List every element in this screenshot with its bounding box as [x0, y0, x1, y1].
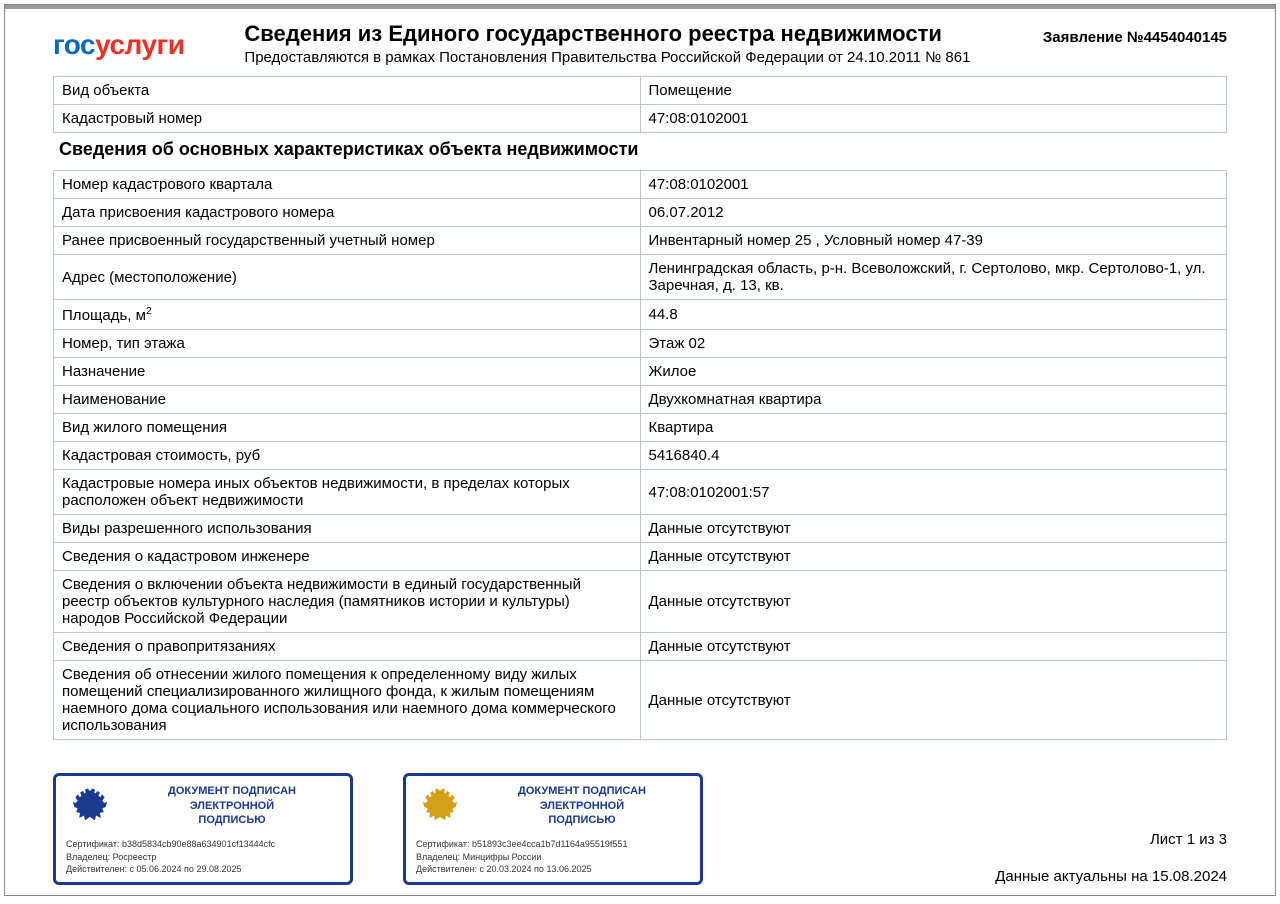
- row-label: Сведения об отнесении жилого помещения к…: [54, 661, 641, 740]
- table-row: Вид объектаПомещение: [54, 77, 1227, 105]
- row-label: Кадастровая стоимость, руб: [54, 442, 641, 470]
- emblem-icon: [66, 784, 114, 832]
- row-value: Двухкомнатная квартира: [640, 386, 1227, 414]
- table-row: Сведения о правопритязанияхДанные отсутс…: [54, 633, 1227, 661]
- table-row: Виды разрешенного использованияДанные от…: [54, 515, 1227, 543]
- row-value: 5416840.4: [640, 442, 1227, 470]
- row-value: 47:08:0102001: [640, 171, 1227, 199]
- row-label: Ранее присвоенный государственный учетны…: [54, 227, 641, 255]
- signature-details: Сертификат: b51893c3ee4cca1b7d1164a95519…: [416, 838, 690, 876]
- row-value: Жилое: [640, 358, 1227, 386]
- row-value: Помещение: [640, 77, 1227, 105]
- signature-title: ДОКУМЕНТ ПОДПИСАНЭЛЕКТРОННОЙПОДПИСЬЮ: [124, 784, 340, 827]
- signature-stamp: ДОКУМЕНТ ПОДПИСАНЭЛЕКТРОННОЙПОДПИСЬЮ Серт…: [403, 773, 703, 885]
- row-value: Квартира: [640, 414, 1227, 442]
- page-number: Лист 1 из 3: [995, 831, 1227, 848]
- row-value: Данные отсутствуют: [640, 515, 1227, 543]
- row-value: Данные отсутствуют: [640, 661, 1227, 740]
- table-row: Адрес (местоположение)Ленинградская обла…: [54, 255, 1227, 300]
- row-label: Назначение: [54, 358, 641, 386]
- row-value: 06.07.2012: [640, 199, 1227, 227]
- row-label: Наименование: [54, 386, 641, 414]
- table-row: Дата присвоения кадастрового номера06.07…: [54, 199, 1227, 227]
- row-label: Кадастровый номер: [54, 105, 641, 133]
- table-row: Номер, тип этажаЭтаж 02: [54, 330, 1227, 358]
- row-label: Вид жилого помещения: [54, 414, 641, 442]
- table-row: НаименованиеДвухкомнатная квартира: [54, 386, 1227, 414]
- table-row: Сведения о включении объекта недвижимост…: [54, 571, 1227, 633]
- table-row: Сведения о кадастровом инженереДанные от…: [54, 543, 1227, 571]
- table-row: Сведения об отнесении жилого помещения к…: [54, 661, 1227, 740]
- document-subtitle: Предоставляются в рамках Постановления П…: [244, 49, 1042, 66]
- table-row: Вид жилого помещенияКвартира: [54, 414, 1227, 442]
- row-value: Инвентарный номер 25 , Условный номер 47…: [640, 227, 1227, 255]
- row-value: Этаж 02: [640, 330, 1227, 358]
- row-label: Адрес (местоположение): [54, 255, 641, 300]
- footer-info: Лист 1 из 3 Данные актуальны на 15.08.20…: [995, 831, 1227, 885]
- row-value: Данные отсутствуют: [640, 543, 1227, 571]
- row-value: 47:08:0102001:57: [640, 470, 1227, 515]
- row-label: Кадастровые номера иных объектов недвижи…: [54, 470, 641, 515]
- table-row: Ранее присвоенный государственный учетны…: [54, 227, 1227, 255]
- row-value: 44.8: [640, 300, 1227, 330]
- row-label: Сведения о включении объекта недвижимост…: [54, 571, 641, 633]
- row-label: Сведения о кадастровом инженере: [54, 543, 641, 571]
- row-label: Номер, тип этажа: [54, 330, 641, 358]
- table-row: Кадастровая стоимость, руб5416840.4: [54, 442, 1227, 470]
- section-title: Сведения об основных характеристиках объ…: [59, 139, 1227, 160]
- row-value: 47:08:0102001: [640, 105, 1227, 133]
- table-row: НазначениеЖилое: [54, 358, 1227, 386]
- table-row: Кадастровый номер47:08:0102001: [54, 105, 1227, 133]
- emblem-icon: [416, 784, 464, 832]
- signature-details: Сертификат: b38d5834cb90e88a634901cf1344…: [66, 838, 340, 876]
- data-date: Данные актуальны на 15.08.2024: [995, 868, 1227, 885]
- row-label: Дата присвоения кадастрового номера: [54, 199, 641, 227]
- signature-title: ДОКУМЕНТ ПОДПИСАНЭЛЕКТРОННОЙПОДПИСЬЮ: [474, 784, 690, 827]
- table-row: Площадь, м244.8: [54, 300, 1227, 330]
- document-header: госуслуги Сведения из Единого государств…: [5, 9, 1275, 76]
- table-row: Кадастровые номера иных объектов недвижи…: [54, 470, 1227, 515]
- table-row: Номер кадастрового квартала47:08:0102001: [54, 171, 1227, 199]
- row-label: Площадь, м2: [54, 300, 641, 330]
- row-value: Ленинградская область, р-н. Всеволожский…: [640, 255, 1227, 300]
- document-title: Сведения из Единого государственного рее…: [244, 21, 1042, 47]
- object-summary-table: Вид объектаПомещениеКадастровый номер47:…: [53, 76, 1227, 133]
- row-label: Номер кадастрового квартала: [54, 171, 641, 199]
- row-label: Вид объекта: [54, 77, 641, 105]
- gosuslugi-logo: госуслуги: [53, 29, 184, 61]
- row-label: Сведения о правопритязаниях: [54, 633, 641, 661]
- application-number: Заявление №4454040145: [1043, 29, 1227, 46]
- row-label: Виды разрешенного использования: [54, 515, 641, 543]
- row-value: Данные отсутствуют: [640, 571, 1227, 633]
- characteristics-table: Номер кадастрового квартала47:08:0102001…: [53, 170, 1227, 740]
- row-value: Данные отсутствуют: [640, 633, 1227, 661]
- signature-stamp: ДОКУМЕНТ ПОДПИСАНЭЛЕКТРОННОЙПОДПИСЬЮ Серт…: [53, 773, 353, 885]
